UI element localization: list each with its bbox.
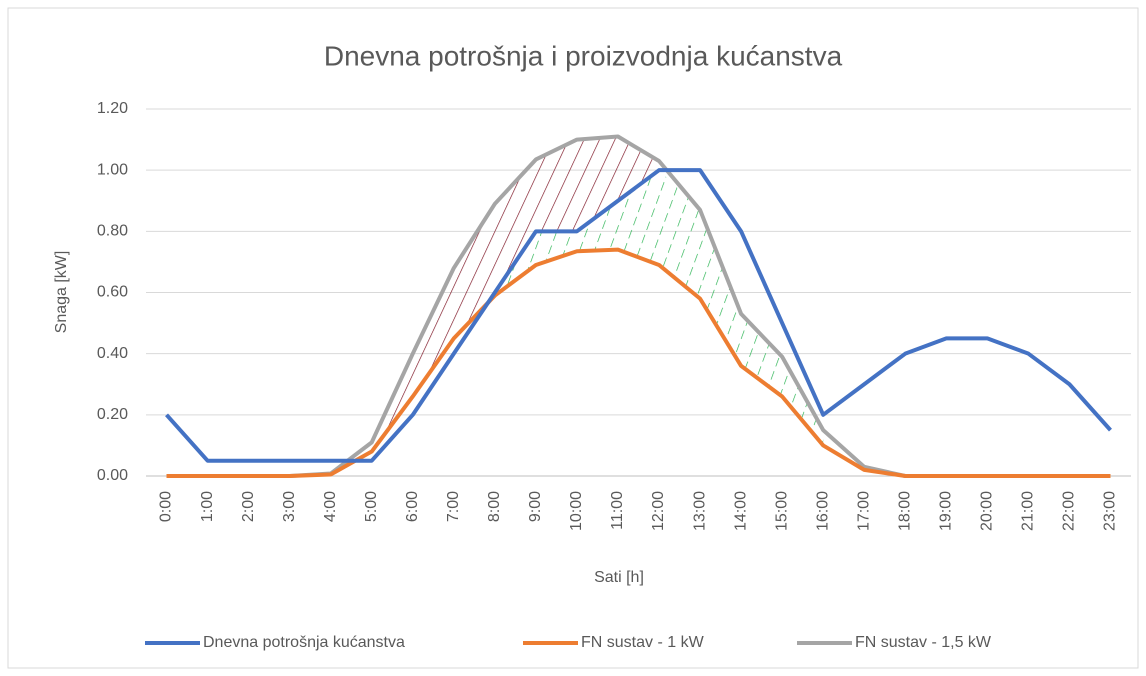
x-tick-label: 10:00 [568, 491, 585, 531]
x-tick-label: 21:00 [1020, 491, 1037, 531]
x-tick-label: 22:00 [1061, 491, 1078, 531]
y-tick-label: 0.80 [97, 223, 128, 240]
x-tick-label: 13:00 [691, 491, 708, 531]
y-tick-label: 0.20 [97, 406, 128, 423]
y-tick-label: 1.20 [97, 100, 128, 117]
x-tick-label: 12:00 [650, 491, 667, 531]
x-tick-label: 14:00 [732, 491, 749, 531]
x-tick-label: 5:00 [363, 491, 380, 522]
legend-label: Dnevna potrošnja kućanstva [203, 634, 405, 651]
legend-label: FN sustav - 1 kW [581, 634, 705, 651]
x-tick-label: 0:00 [158, 491, 175, 522]
chart-title: Dnevna potrošnja i proizvodnja kućanstva [324, 40, 843, 71]
x-tick-label: 19:00 [938, 491, 955, 531]
series-line [165, 168, 1112, 463]
y-tick-label: 0.40 [97, 345, 128, 362]
x-axis-label: Sati [h] [594, 569, 644, 586]
x-tick-label: 20:00 [979, 491, 996, 531]
y-tick-label: 0.60 [97, 284, 128, 301]
x-tick-label: 9:00 [527, 491, 544, 522]
x-tick-label: 6:00 [404, 491, 421, 522]
hatch-covered [494, 170, 824, 446]
y-tick-label: 0.00 [97, 467, 128, 484]
x-tick-label: 11:00 [609, 491, 626, 530]
x-tick-label: 4:00 [322, 491, 339, 522]
y-axis-label: Snaga [kW] [53, 251, 70, 334]
x-tick-label: 17:00 [855, 491, 872, 531]
x-tick-label: 16:00 [814, 491, 831, 531]
series-line [166, 247, 1111, 478]
x-tick-label: 3:00 [281, 491, 298, 522]
x-tick-label: 15:00 [773, 491, 790, 531]
legend-label: FN sustav - 1,5 kW [855, 634, 992, 651]
x-tick-label: 8:00 [486, 491, 503, 522]
x-tick-label: 7:00 [445, 491, 462, 522]
x-tick-label: 23:00 [1102, 491, 1119, 531]
y-tick-label: 1.00 [97, 161, 128, 178]
x-tick-label: 1:00 [199, 491, 216, 522]
hatch-excess [371, 136, 660, 452]
x-tick-label: 18:00 [896, 491, 913, 531]
x-tick-label: 2:00 [240, 491, 257, 522]
